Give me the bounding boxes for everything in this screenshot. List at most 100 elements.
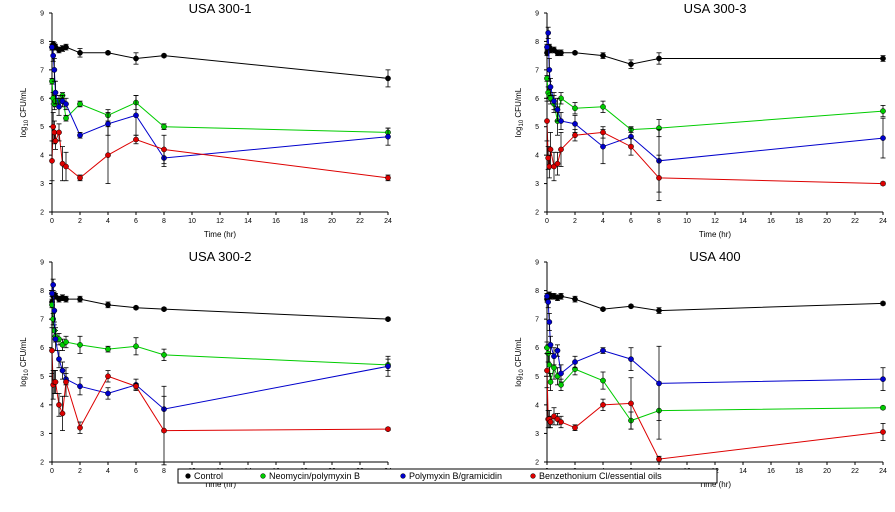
y-tick-label: 8: [40, 39, 44, 46]
data-point: [59, 410, 66, 417]
data-point: [547, 379, 554, 385]
data-point: [880, 135, 886, 141]
data-point: [600, 347, 606, 354]
series-benzethonium-cl-essential-oils: [544, 100, 886, 202]
data-point: [544, 118, 550, 124]
y-tick-label: 3: [535, 431, 539, 438]
y-tick-label: 6: [535, 345, 539, 352]
x-tick-label: 18: [300, 218, 308, 225]
x-tick-label: 0: [50, 468, 54, 475]
series-neomycin-polymyxin-b: [544, 341, 886, 440]
series-control: [49, 291, 391, 322]
series-line: [51, 47, 389, 159]
y-tick-label: 6: [40, 96, 44, 103]
data-point: [77, 383, 83, 390]
data-point: [600, 103, 606, 110]
data-point: [572, 121, 578, 127]
data-point: [133, 112, 139, 119]
y-tick-label: 5: [40, 374, 44, 381]
series-line: [51, 294, 389, 320]
legend: Control Neomycin/polymyxin B Polymyxin B/g…: [177, 468, 718, 484]
data-point: [656, 55, 662, 62]
series-benzethonium-cl-essential-oils: [49, 112, 391, 184]
data-point: [77, 49, 83, 56]
series-control: [49, 41, 391, 88]
data-point: [52, 379, 59, 385]
y-tick-label: 6: [535, 96, 539, 103]
data-point: [558, 49, 564, 56]
data-point: [52, 336, 59, 342]
y-tick-label: 2: [535, 460, 539, 467]
data-point: [880, 108, 886, 114]
data-point: [547, 146, 554, 153]
data-point: [880, 376, 886, 382]
series-benzethonium-cl-essential-oils: [544, 353, 886, 463]
y-tick-label: 7: [535, 317, 539, 324]
y-tick-label: 8: [40, 288, 44, 295]
x-tick-label: 10: [683, 218, 691, 225]
data-point: [50, 52, 57, 59]
data-point: [600, 377, 606, 384]
series-line: [546, 120, 884, 185]
y-tick-label: 8: [535, 288, 539, 295]
y-tick-label: 4: [40, 153, 44, 160]
x-tick-label: 18: [795, 218, 803, 225]
series-benzethonium-cl-essential-oils: [49, 327, 391, 466]
y-tick-label: 2: [535, 210, 539, 217]
data-point: [558, 146, 564, 153]
data-point: [49, 290, 55, 297]
data-point: [628, 303, 634, 310]
data-point: [133, 343, 139, 350]
x-tick-label: 20: [823, 218, 831, 225]
data-point: [558, 370, 564, 377]
x-tick-label: 22: [851, 218, 859, 225]
chart-title: USA 400: [689, 249, 740, 264]
x-tick-label: 16: [272, 218, 280, 225]
x-tick-label: 8: [657, 218, 661, 225]
y-tick-label: 3: [40, 431, 44, 438]
data-point: [600, 306, 606, 312]
series-line: [51, 81, 389, 133]
data-point: [880, 404, 886, 411]
x-tick-label: 10: [188, 218, 196, 225]
data-point: [77, 101, 83, 107]
data-point: [600, 52, 606, 59]
x-tick-label: 14: [739, 218, 747, 225]
data-point: [133, 55, 139, 62]
data-point: [880, 429, 886, 435]
data-point: [77, 342, 83, 348]
x-tick-label: 6: [134, 468, 138, 475]
data-point: [545, 299, 552, 305]
data-point: [52, 138, 59, 144]
series-line: [546, 294, 884, 312]
legend-box: [177, 468, 718, 484]
y-axis-label: log10 CFU/mL: [514, 87, 525, 137]
y-tick-label: 7: [40, 317, 44, 324]
x-tick-label: 22: [356, 218, 364, 225]
series-neomycin-polymyxin-b: [49, 301, 391, 371]
chart-panel-3: USA 300-223456789024681012141618202224Ti…: [19, 249, 392, 489]
data-point: [77, 132, 83, 139]
legend-label: Control: [194, 471, 223, 481]
data-point: [105, 373, 111, 380]
data-point: [600, 143, 606, 150]
data-point: [385, 363, 391, 370]
x-tick-label: 20: [823, 468, 831, 475]
data-point: [656, 307, 662, 314]
data-point: [554, 160, 561, 167]
x-tick-label: 24: [879, 468, 887, 475]
y-tick-label: 5: [535, 124, 539, 131]
data-point: [63, 296, 69, 302]
data-point: [546, 319, 553, 325]
data-point: [63, 115, 69, 122]
data-point: [105, 346, 111, 352]
data-point: [554, 347, 561, 354]
legend-label: Neomycin/polymyxin B: [269, 471, 360, 481]
data-point: [105, 49, 111, 56]
series-neomycin-polymyxin-b: [49, 77, 391, 138]
legend-entry: Polymyxin B/gramicidin: [400, 471, 502, 481]
x-tick-label: 24: [879, 218, 887, 225]
legend-marker: [400, 473, 406, 479]
